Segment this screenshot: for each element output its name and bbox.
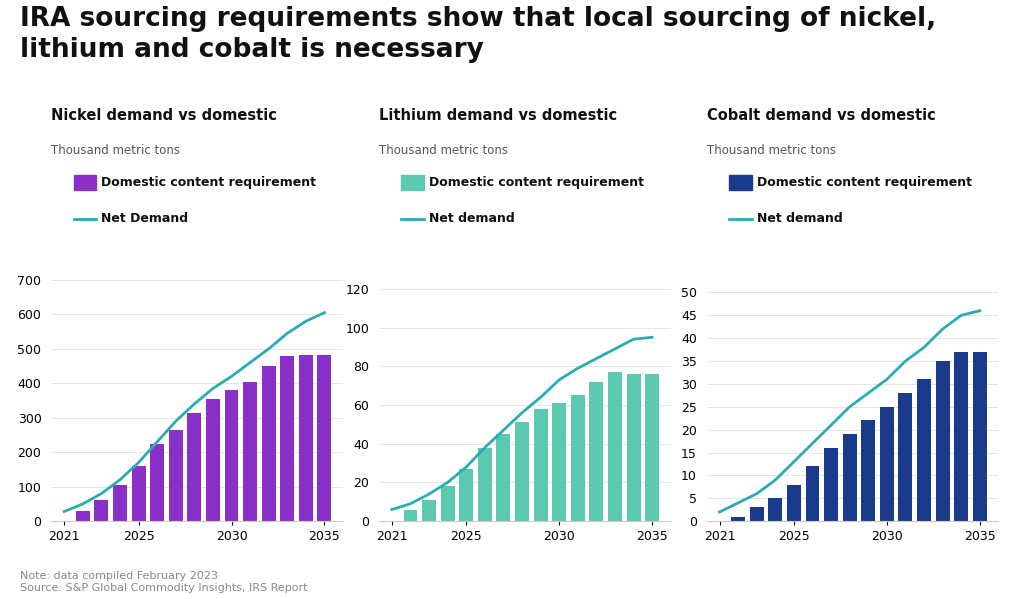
Text: Net demand: Net demand [429,212,515,225]
Text: Nickel demand vs domestic: Nickel demand vs domestic [51,108,278,123]
Bar [768,498,782,521]
Bar [187,413,202,521]
Text: Lithium demand vs domestic: Lithium demand vs domestic [379,108,617,123]
Bar [936,361,949,521]
Bar [645,374,659,521]
Bar [843,434,857,521]
Bar [460,469,473,521]
Bar [403,510,418,521]
Bar [113,485,127,521]
Bar [861,420,876,521]
Text: Domestic content requirement: Domestic content requirement [429,176,644,189]
Bar [973,352,987,521]
Bar [515,422,529,521]
Bar [880,407,894,521]
Bar [243,382,257,521]
Text: Note: data compiled February 2023
Source: S&P Global Commodity Insights, IRS Rep: Note: data compiled February 2023 Source… [20,571,308,593]
Bar [824,448,838,521]
Bar [281,356,294,521]
Text: Thousand metric tons: Thousand metric tons [379,144,508,157]
Bar [552,403,566,521]
Text: Domestic content requirement: Domestic content requirement [757,176,972,189]
Bar [224,390,239,521]
Text: Thousand metric tons: Thousand metric tons [51,144,180,157]
Bar [94,500,109,521]
Text: Thousand metric tons: Thousand metric tons [707,144,836,157]
Text: Cobalt demand vs domestic: Cobalt demand vs domestic [707,108,935,123]
Bar [497,434,510,521]
Bar [206,399,220,521]
Text: Net demand: Net demand [757,212,843,225]
Bar [731,516,745,521]
Bar [76,511,90,521]
Bar [169,430,182,521]
Bar [627,374,641,521]
Bar [478,447,492,521]
Bar [750,507,764,521]
Bar [954,352,969,521]
Bar [787,485,801,521]
Text: Net Demand: Net Demand [101,212,188,225]
Bar [608,372,622,521]
Bar [918,379,931,521]
Bar [132,466,145,521]
Bar [806,466,819,521]
Bar [570,395,585,521]
Bar [262,366,275,521]
Text: Domestic content requirement: Domestic content requirement [101,176,316,189]
Bar [299,355,313,521]
Bar [590,382,603,521]
Bar [317,355,332,521]
Bar [898,393,912,521]
Bar [440,486,455,521]
Bar [422,500,436,521]
Bar [534,409,548,521]
Text: IRA sourcing requirements show that local sourcing of nickel,
lithium and cobalt: IRA sourcing requirements show that loca… [20,6,937,63]
Bar [151,444,164,521]
